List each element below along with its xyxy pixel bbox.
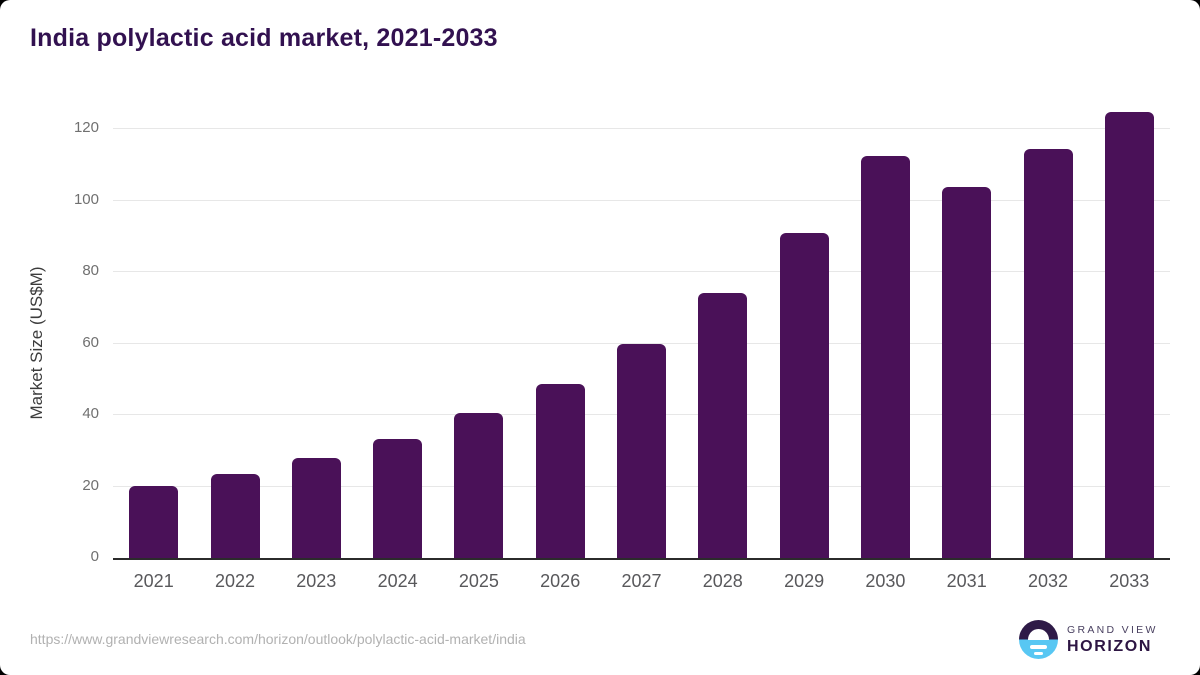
bar-2023 <box>291 457 341 558</box>
x-tick-label: 2032 <box>1027 571 1069 591</box>
x-tick-label: 2027 <box>621 571 662 591</box>
bar-2024 <box>373 439 423 558</box>
bar-2029 <box>779 233 829 558</box>
y-tick-label: 60 <box>82 333 99 351</box>
x-axis-line <box>113 558 1170 560</box>
bar-2028 <box>698 293 748 558</box>
bar-2033 <box>1104 112 1154 558</box>
bar-2026 <box>535 383 585 558</box>
bar-2022 <box>210 473 260 558</box>
bar-2032 <box>1023 149 1073 558</box>
x-tick-label: 2030 <box>865 571 906 591</box>
x-tick-label: 2021 <box>133 571 174 591</box>
sun-dome-shape <box>1028 629 1049 640</box>
chart-title: India polylactic acid market, 2021-2033 <box>30 24 498 52</box>
gridline <box>113 271 1170 272</box>
bar-2027 <box>617 343 666 558</box>
x-tick-label: 2029 <box>784 571 825 591</box>
logo-brand-name: GRAND VIEW <box>1067 623 1158 636</box>
logo-product-name: HORIZON <box>1067 637 1152 655</box>
x-tick-label: 2024 <box>377 571 418 591</box>
bar-2025 <box>454 413 504 558</box>
source-url: https://www.grandviewresearch.com/horizo… <box>30 631 526 647</box>
x-tick-label: 2022 <box>214 571 256 591</box>
bar-2021 <box>129 485 179 558</box>
x-tick-label: 2028 <box>702 571 743 591</box>
gridline <box>113 342 1170 344</box>
sun-reflection-bar-2 <box>1034 651 1043 655</box>
sun-reflection-bar-1 <box>1030 645 1047 649</box>
gridline <box>113 128 1170 129</box>
grand-view-horizon-logo: GRAND VIEW HORIZON <box>1019 620 1158 659</box>
horizon-sun-icon <box>1019 620 1058 659</box>
y-tick-label: 40 <box>82 405 99 422</box>
gridline <box>113 199 1170 201</box>
x-tick-label: 2031 <box>946 571 987 591</box>
x-tick-label: 2025 <box>458 571 499 591</box>
y-tick-label: 80 <box>82 262 99 279</box>
y-tick-label: 120 <box>73 119 99 136</box>
bar-2030 <box>860 155 910 558</box>
x-tick-label: 2026 <box>540 571 581 591</box>
bar-2031 <box>942 186 992 558</box>
y-tick-label: 20 <box>82 476 99 494</box>
y-tick-label: 0 <box>90 548 99 565</box>
y-tick-label: 100 <box>73 190 99 208</box>
x-tick-label: 2023 <box>296 571 337 591</box>
x-tick-label: 2033 <box>1109 571 1150 591</box>
logo-text: GRAND VIEW HORIZON <box>1067 624 1158 656</box>
